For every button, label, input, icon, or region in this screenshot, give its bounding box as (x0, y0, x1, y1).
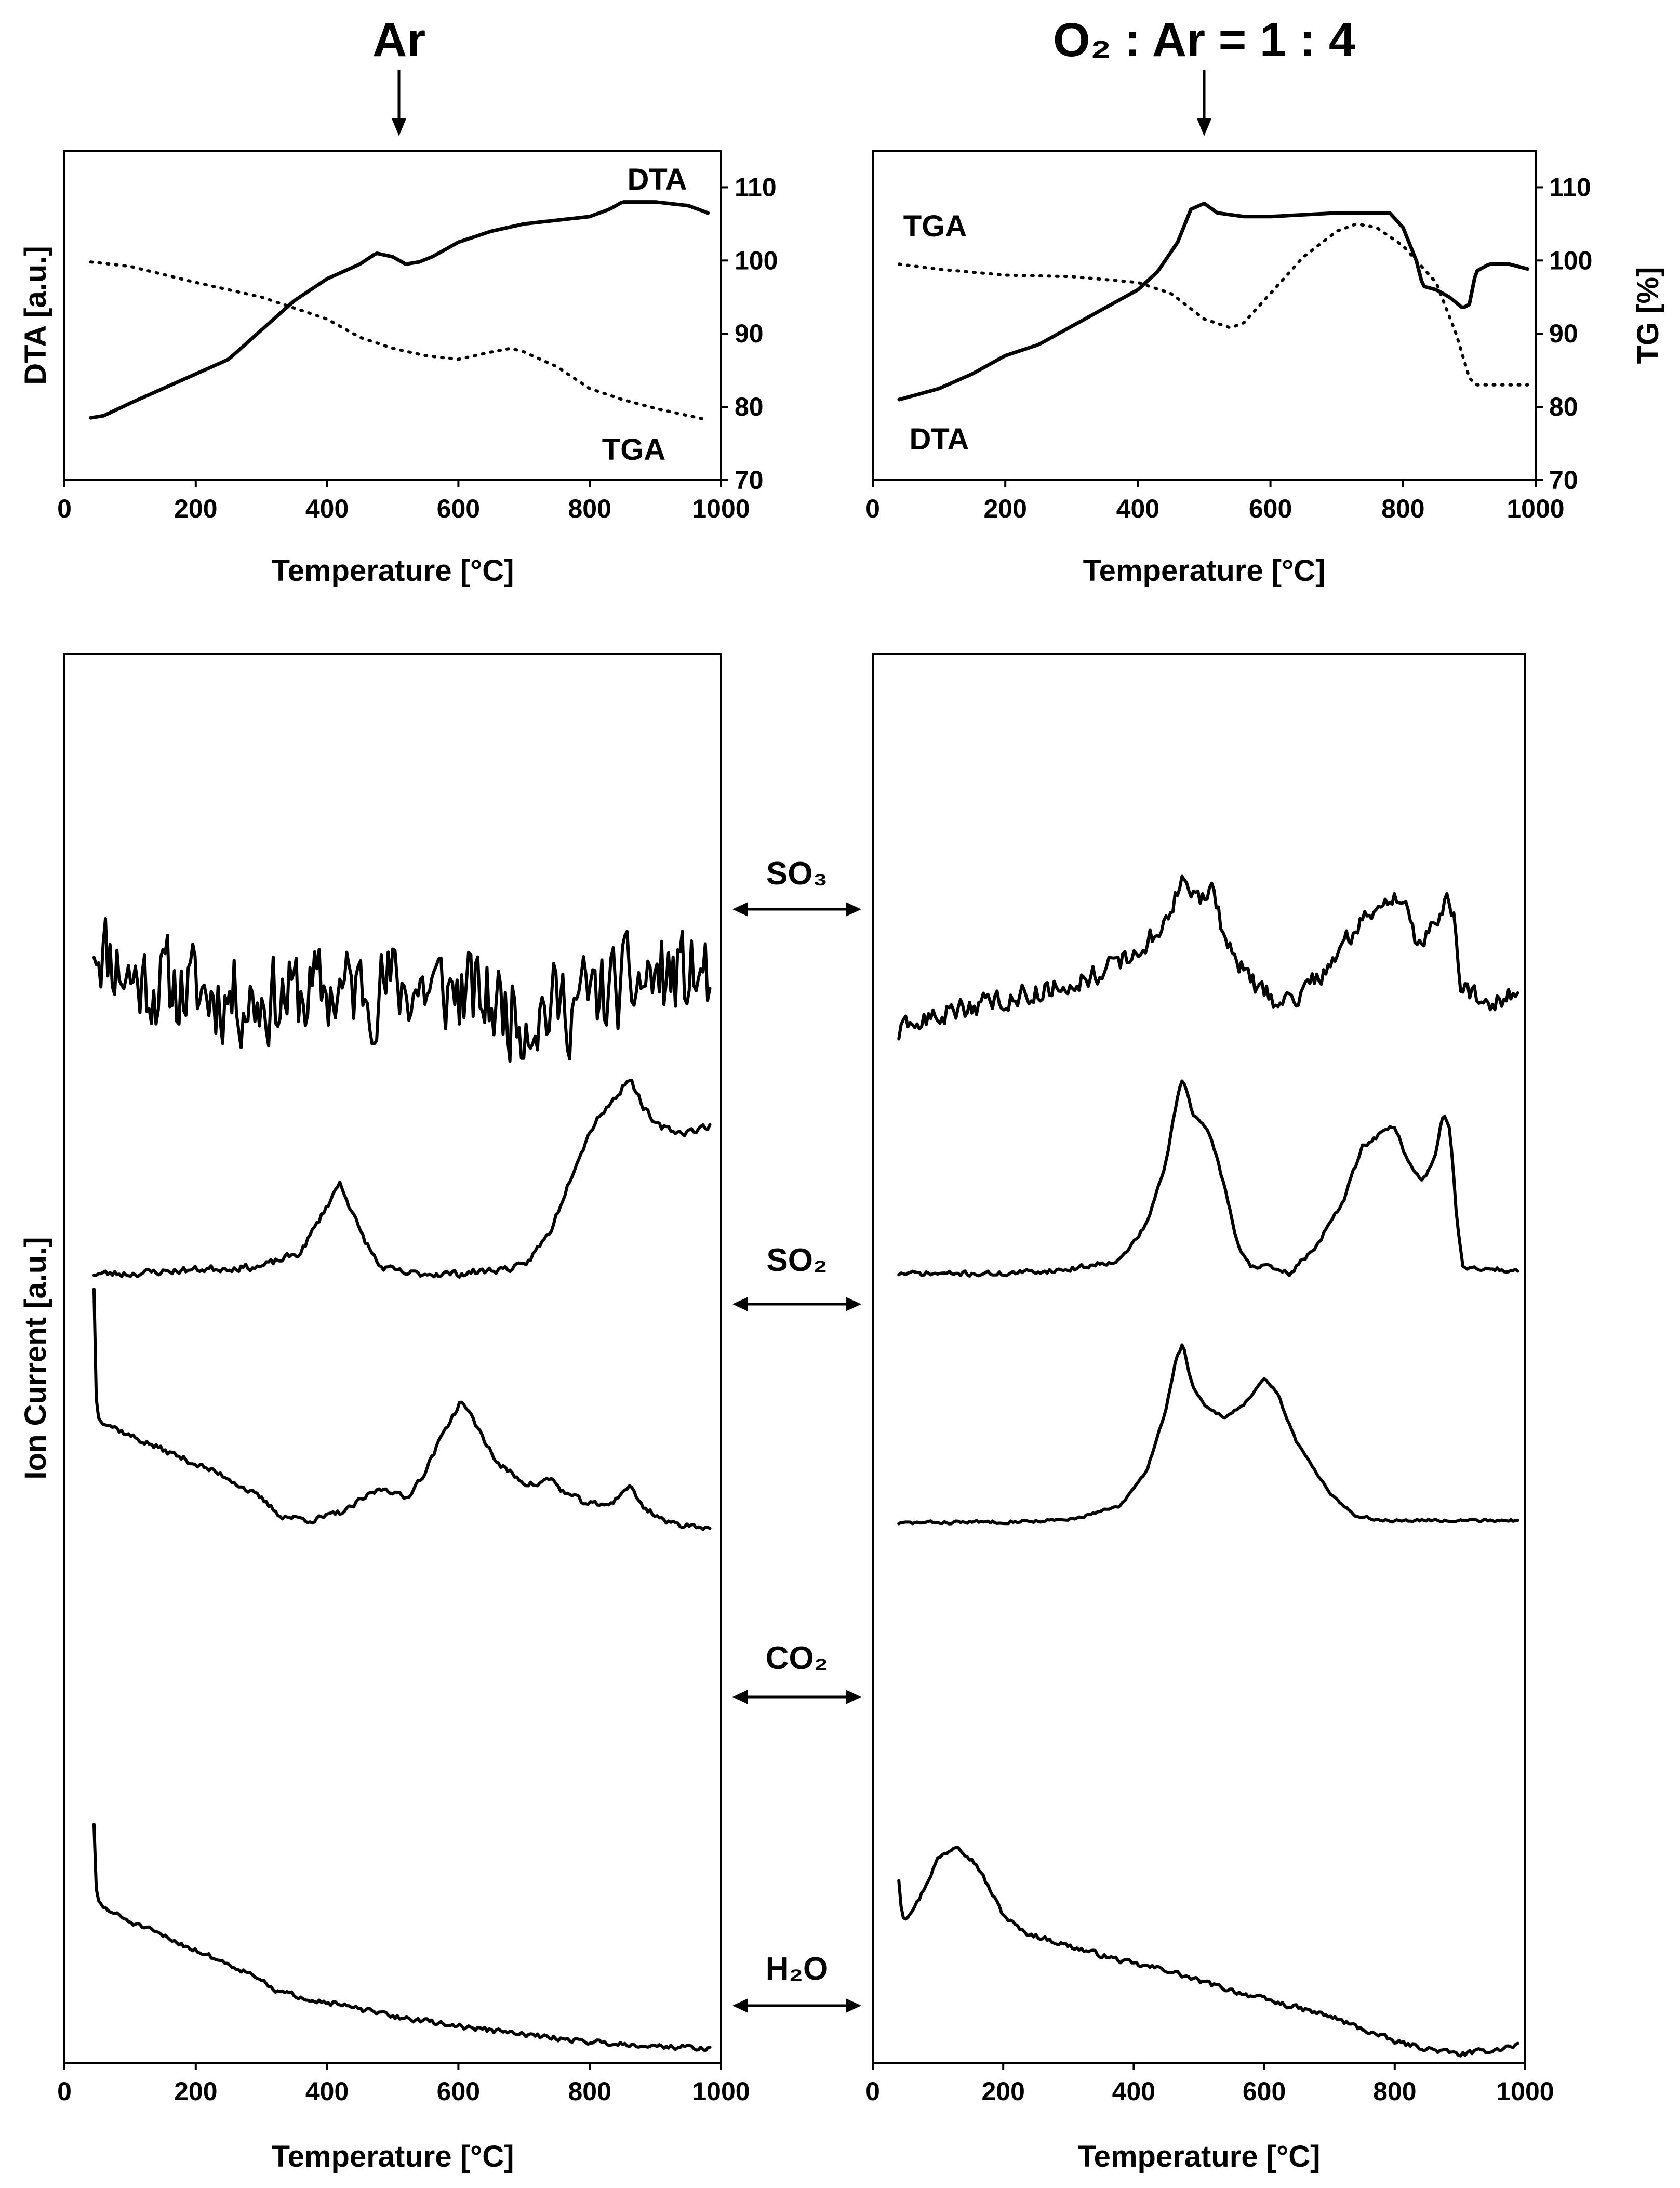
title-o2-ar: O₂ : Ar = 1 : 4 (1053, 14, 1355, 67)
ion-current-co2 (92, 1288, 712, 1531)
title-ar: Ar (372, 14, 425, 67)
x-tick-label: 1000 (1506, 494, 1564, 523)
y-tick-label: 110 (735, 173, 777, 202)
series-layer (92, 917, 712, 2053)
x-tick-label: 200 (983, 494, 1026, 523)
x-axis-label: Temperature [°C] (272, 2140, 514, 2173)
gas-label-so2: SO₂ (732, 1242, 861, 1311)
curve-label-tga: TGA (903, 209, 967, 243)
y-tick-label: 90 (1549, 319, 1578, 348)
x-tick-label: 200 (174, 2077, 217, 2106)
ticks-layer: 0 200 400 600 800 1000 (57, 2063, 750, 2106)
x-tick-label: 600 (437, 2077, 480, 2106)
y-tick-label: 90 (735, 319, 764, 348)
y-axis-label-ion-current: Ion Current [a.u.] (19, 1237, 52, 1479)
mass-spectrometry-panel-ar: 0 200 400 600 800 1000 Ion Current [a.u.] Tem… (19, 653, 750, 2173)
svg-text:SO₂: SO₂ (766, 1242, 827, 1278)
x-tick-label: 1000 (692, 494, 750, 523)
series-dta (89, 200, 710, 420)
y-tick-label: 80 (1549, 392, 1578, 421)
y-tick-label: 110 (1549, 173, 1591, 202)
x-axis-label: Temperature [°C] (272, 554, 514, 588)
x-tick-label: 600 (1243, 2077, 1286, 2106)
ion-current-so2 (92, 1078, 712, 1279)
series-layer (89, 200, 710, 422)
x-tick-label: 400 (305, 494, 349, 523)
ion-current-co2 (897, 1343, 1519, 1526)
x-tick-label: 200 (981, 2077, 1024, 2106)
plot-frame (63, 653, 722, 2064)
x-tick-label: 400 (1116, 494, 1159, 523)
title-arrow-o2-ar (1197, 70, 1211, 136)
x-tick-label: 600 (1249, 494, 1292, 523)
x-tick-label: 1000 (692, 2077, 750, 2106)
plot-frame (872, 653, 1526, 2064)
gas-label-co2: CO₂ (732, 1640, 861, 1704)
x-tick-label: 0 (865, 494, 880, 523)
ion-current-so3 (92, 917, 712, 1063)
y-tick-label: 70 (735, 466, 764, 495)
mass-spectrometry-panel-o2-ar: 0 200 400 600 800 1000 Temperature [°C] (865, 653, 1554, 2173)
ion-current-so2 (897, 1079, 1519, 1278)
y-axis-label-dta: DTA [a.u.] (19, 246, 52, 384)
ion-current-so3 (897, 874, 1519, 1041)
plot-frame (63, 150, 722, 481)
x-tick-label: 800 (568, 494, 611, 523)
y-tick-label: 80 (735, 392, 764, 421)
x-tick-label: 0 (865, 2077, 880, 2106)
x-tick-label: 200 (174, 494, 217, 523)
gas-label-so3: SO₃ (732, 856, 861, 917)
y-axis-label-tg: TG [%] (1631, 267, 1665, 364)
gas-label-h2o: H₂O (732, 1951, 861, 2013)
series-tga (898, 222, 1529, 387)
x-tick-label: 0 (57, 494, 72, 523)
svg-text:H₂O: H₂O (766, 1951, 829, 1987)
ticks-layer: 0 200 400 600 800 1000 (865, 2063, 1554, 2106)
x-tick-label: 1000 (1496, 2077, 1554, 2106)
x-tick-label: 800 (1373, 2077, 1416, 2106)
y-tick-label: 70 (1549, 466, 1578, 495)
series-layer (897, 874, 1519, 2058)
x-tick-label: 800 (568, 2077, 611, 2106)
x-tick-label: 0 (57, 2077, 72, 2106)
series-layer (897, 201, 1530, 402)
x-tick-label: 600 (437, 494, 480, 523)
x-axis-label: Temperature [°C] (1078, 2140, 1321, 2173)
title-arrow-ar (392, 70, 406, 136)
ion-current-h2o (92, 1823, 712, 2053)
curve-label-dta: DTA (628, 163, 687, 196)
y-tick-label: 100 (735, 246, 778, 275)
ion-current-h2o (897, 1846, 1519, 2058)
y-tick-label: 100 (1549, 246, 1592, 275)
curve-label-dta: DTA (910, 422, 969, 456)
svg-text:SO₃: SO₃ (766, 856, 828, 892)
x-tick-label: 800 (1381, 494, 1424, 523)
curve-label-tga: TGA (602, 433, 665, 467)
x-tick-label: 400 (1112, 2077, 1155, 2106)
x-axis-label: Temperature [°C] (1083, 554, 1326, 588)
x-tick-label: 400 (305, 2077, 349, 2106)
plot-frame (872, 150, 1537, 481)
series-dta (897, 201, 1530, 402)
svg-text:CO₂: CO₂ (766, 1640, 829, 1676)
series-tga (89, 260, 710, 422)
